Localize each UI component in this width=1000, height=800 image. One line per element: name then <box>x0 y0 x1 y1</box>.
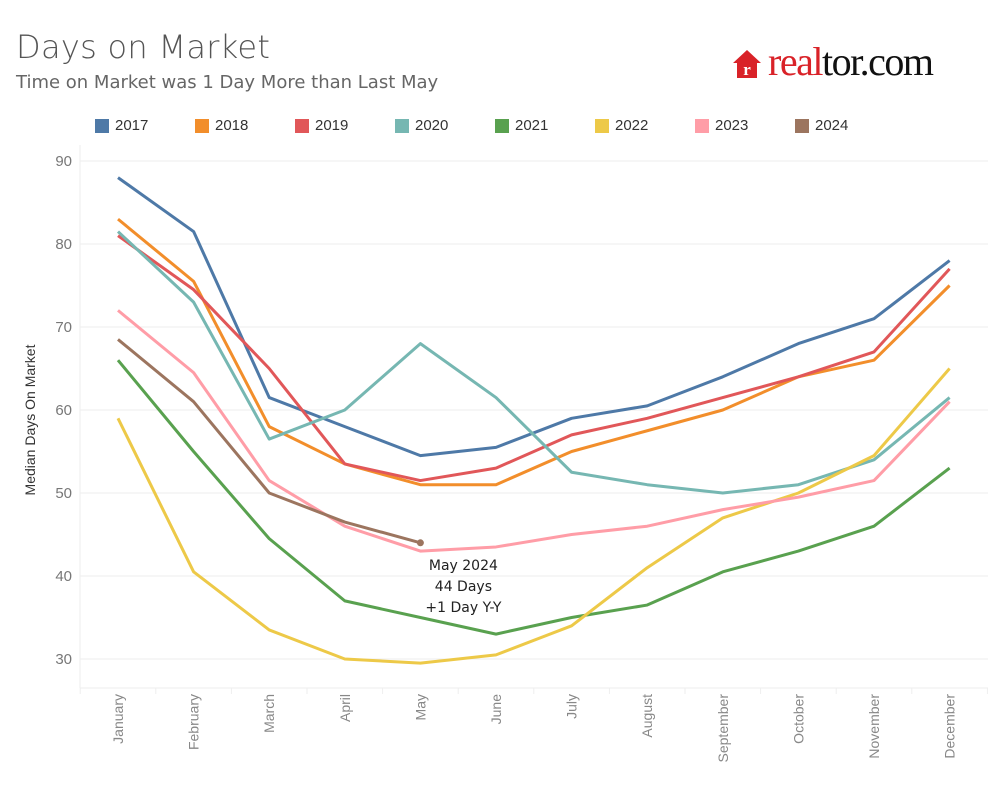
y-tick-label: 80 <box>55 236 72 253</box>
legend-swatch <box>795 118 809 133</box>
y-tick-label: 40 <box>55 568 72 585</box>
legend-item-2017[interactable]: 2017 <box>95 117 195 134</box>
annotation-line: 44 Days <box>435 579 492 595</box>
y-tick-label: 60 <box>55 402 72 419</box>
y-tick-label: 30 <box>55 651 72 668</box>
legend: 2017 2018 2019 2020 2021 2022 2023 2024 <box>95 117 895 134</box>
chart-subtitle: Time on Market was 1 Day More than Last … <box>16 72 439 93</box>
legend-swatch <box>95 118 109 133</box>
legend-item-2020[interactable]: 2020 <box>395 117 495 134</box>
legend-swatch <box>195 118 209 133</box>
series-line-2021[interactable] <box>116 359 951 636</box>
legend-item-2021[interactable]: 2021 <box>495 117 595 134</box>
legend-label: 2023 <box>715 117 749 134</box>
x-tick-label: January <box>110 694 126 744</box>
series-line-2022[interactable] <box>116 367 951 665</box>
x-tick-label: April <box>337 694 353 722</box>
y-tick-label: 90 <box>55 153 72 170</box>
y-tick-label: 50 <box>55 485 72 502</box>
realtor-logo: r real tor.com <box>732 39 934 84</box>
series-line-2017[interactable] <box>117 176 951 458</box>
legend-item-2024[interactable]: 2024 <box>795 117 895 134</box>
x-tick-label: June <box>488 694 504 725</box>
series-lines <box>116 176 951 665</box>
chart-title: Days on Market <box>16 28 271 66</box>
legend-swatch <box>495 118 509 133</box>
x-axis-ticks: January February March April May June July Augu… <box>79 688 988 763</box>
legend-label: 2022 <box>615 117 649 134</box>
annotation-point[interactable] <box>416 539 424 547</box>
y-axis-ticks: 30 40 50 60 70 80 90 <box>55 153 72 668</box>
x-tick-label: July <box>564 694 580 719</box>
gridlines <box>80 160 988 660</box>
x-tick-label: March <box>261 694 277 733</box>
legend-item-2019[interactable]: 2019 <box>295 117 395 134</box>
legend-swatch <box>295 118 309 133</box>
x-tick-label: December <box>942 694 958 759</box>
series-line-2024[interactable] <box>117 338 421 545</box>
legend-item-2018[interactable]: 2018 <box>195 117 295 134</box>
x-tick-label: October <box>790 694 806 744</box>
legend-swatch <box>395 118 409 133</box>
legend-item-2022[interactable]: 2022 <box>595 117 695 134</box>
y-axis-label: Median Days On Market <box>22 344 38 495</box>
x-tick-label: November <box>866 694 882 759</box>
logo-text-red: real <box>768 39 823 84</box>
x-tick-label: May <box>412 694 428 720</box>
annotation: May 2024 44 Days +1 Day Y-Y <box>416 539 502 616</box>
legend-swatch <box>595 118 609 133</box>
annotation-line: May 2024 <box>429 558 498 574</box>
svg-text:r: r <box>743 60 751 79</box>
legend-label: 2019 <box>315 117 349 134</box>
house-r-icon: r <box>733 50 761 79</box>
series-line-2019[interactable] <box>117 234 951 483</box>
legend-label: 2024 <box>815 117 849 134</box>
x-tick-label: September <box>715 694 731 763</box>
x-tick-label: August <box>639 694 655 738</box>
x-tick-label: February <box>186 694 202 750</box>
logo-text-black: tor.com <box>821 39 934 84</box>
series-line-2023[interactable] <box>117 309 951 553</box>
y-tick-label: 70 <box>55 319 72 336</box>
legend-label: 2018 <box>215 117 249 134</box>
series-line-2020[interactable] <box>116 230 951 495</box>
legend-swatch <box>695 118 709 133</box>
legend-label: 2017 <box>115 117 149 134</box>
axes <box>79 145 988 689</box>
legend-item-2023[interactable]: 2023 <box>695 117 795 134</box>
annotation-line: +1 Day Y-Y <box>425 600 501 616</box>
legend-label: 2020 <box>415 117 449 134</box>
legend-label: 2021 <box>515 117 549 134</box>
